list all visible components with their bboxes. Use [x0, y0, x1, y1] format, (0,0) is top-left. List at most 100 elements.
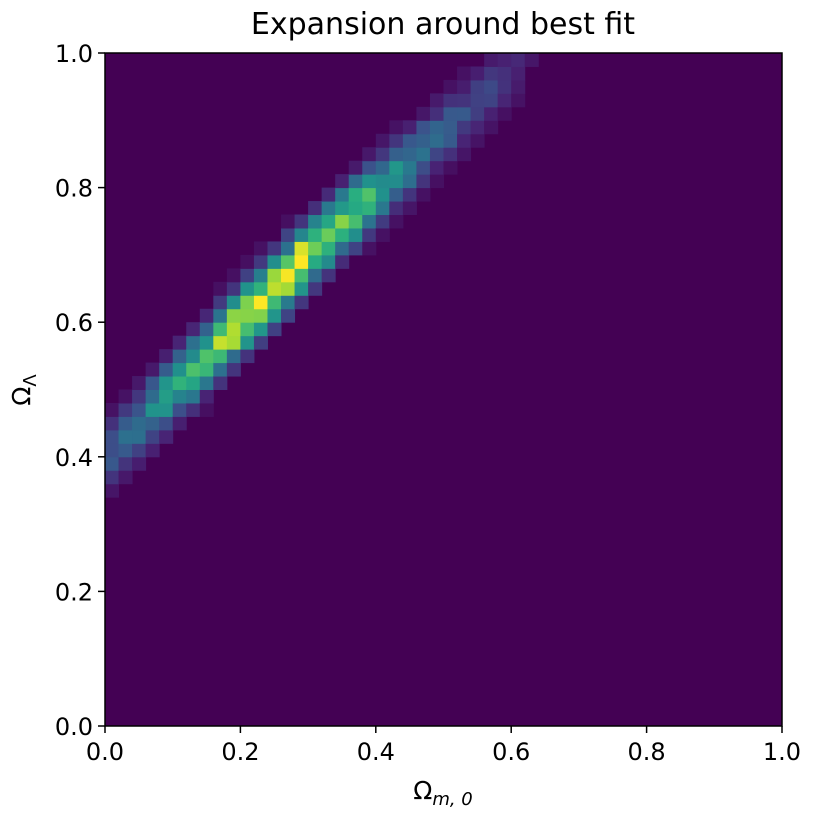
heatmap-cell [457, 66, 472, 81]
heatmap-cell [199, 376, 214, 390]
heatmap-cell [118, 456, 133, 471]
heatmap-cell [457, 79, 472, 94]
heatmap-cell [199, 308, 214, 323]
heatmap-cell [348, 227, 363, 242]
heatmap-cell [172, 389, 187, 404]
heatmap-cell [443, 79, 458, 94]
heatmap-cell [443, 147, 458, 162]
heatmap-cell [267, 295, 282, 310]
x-tick-label: 1.0 [763, 738, 801, 766]
y-axis-label: ΩΛ [7, 374, 41, 406]
heatmap-cell [281, 214, 296, 229]
heatmap-cell [321, 254, 336, 269]
heatmap-cell [105, 443, 120, 458]
heatmap-cell [443, 133, 458, 148]
heatmap-cell [294, 268, 309, 283]
heatmap-cell [335, 254, 350, 269]
heatmap-cell [389, 187, 404, 202]
heatmap-cell [267, 281, 282, 296]
heatmap-cell [240, 308, 255, 323]
heatmap-cell [159, 362, 174, 377]
heatmap-cell [253, 322, 268, 337]
heatmap-cell [199, 322, 214, 337]
heatmap-cell [267, 268, 282, 283]
heatmap-cell [511, 93, 526, 108]
heatmap-cell [253, 281, 268, 296]
heatmap-cell [348, 214, 363, 229]
heatmap-cell [281, 227, 296, 242]
heatmap-cell [172, 335, 187, 350]
heatmap-cell [199, 349, 214, 364]
heatmap-cell [375, 147, 390, 162]
heatmap-cell [105, 429, 120, 444]
heatmap-cell [267, 308, 282, 323]
heatmap-cell [199, 389, 214, 404]
heatmap-cell [172, 376, 187, 390]
heatmap-cell [226, 295, 241, 310]
y-tick-label: 0.2 [55, 578, 93, 606]
heatmap-cell [253, 295, 268, 310]
heatmap-cell [497, 53, 512, 67]
heatmap-cell [457, 147, 472, 162]
heatmap-cell [105, 456, 120, 471]
heatmap-cell [159, 349, 174, 364]
heatmap-cell [524, 53, 539, 67]
heatmap-cell [253, 241, 268, 256]
heatmap-cell [145, 416, 160, 431]
heatmap-cell [294, 295, 309, 310]
y-tick-label: 0.8 [55, 175, 93, 203]
heatmap-cell [294, 254, 309, 269]
y-tick-label: 0.0 [55, 713, 93, 741]
heatmap-cell [335, 227, 350, 242]
heatmap-cell [402, 133, 417, 148]
heatmap-cell [186, 362, 201, 377]
heatmap-cell [159, 416, 174, 431]
heatmap-cell [375, 160, 390, 175]
x-tick-label: 0.0 [86, 738, 124, 766]
heatmap-cell [308, 281, 323, 296]
heatmap-cell [159, 376, 174, 390]
heatmap-cell [105, 416, 120, 431]
heatmap-cell [308, 268, 323, 283]
heatmap-cell [159, 389, 174, 404]
heatmap-cell [416, 160, 431, 175]
heatmap-cell [470, 120, 485, 135]
heatmap-cell [226, 362, 241, 377]
heatmap-cell [389, 201, 404, 216]
heatmap-cell [484, 93, 499, 108]
heatmap-cell [226, 268, 241, 283]
heatmap-cell [253, 308, 268, 323]
heatmap-cell [443, 93, 458, 108]
heatmap-cell [308, 201, 323, 216]
heatmap-cell [416, 120, 431, 135]
heatmap-cell [429, 106, 444, 121]
heatmap-cell [132, 429, 147, 444]
heatmap-cell [402, 120, 417, 135]
x-tick-label: 0.2 [221, 738, 259, 766]
heatmap-cell [375, 174, 390, 189]
heatmap-cell [308, 254, 323, 269]
heatmap-cell [308, 214, 323, 229]
heatmap-cell [213, 322, 228, 337]
heatmap-cell [335, 214, 350, 229]
heatmap-cell [416, 106, 431, 121]
heatmap-cell [186, 376, 201, 390]
heatmap-cell [402, 160, 417, 175]
heatmap-cell [416, 147, 431, 162]
heatmap-cell [240, 281, 255, 296]
heatmap-cell [335, 201, 350, 216]
heatmap-cell [321, 227, 336, 242]
heatmap-cell [335, 174, 350, 189]
heatmap-cell [457, 93, 472, 108]
heatmap-cell [213, 308, 228, 323]
heatmap-cell [321, 201, 336, 216]
heatmap-cell [429, 133, 444, 148]
heatmap-cell [240, 335, 255, 350]
heatmap-cell [348, 241, 363, 256]
heatmap-cell [159, 402, 174, 417]
heatmap-cell [497, 106, 512, 121]
heatmap-cell [172, 416, 187, 431]
heatmap-cell [389, 133, 404, 148]
heatmap-cell [253, 268, 268, 283]
heatmap-cell [429, 147, 444, 162]
